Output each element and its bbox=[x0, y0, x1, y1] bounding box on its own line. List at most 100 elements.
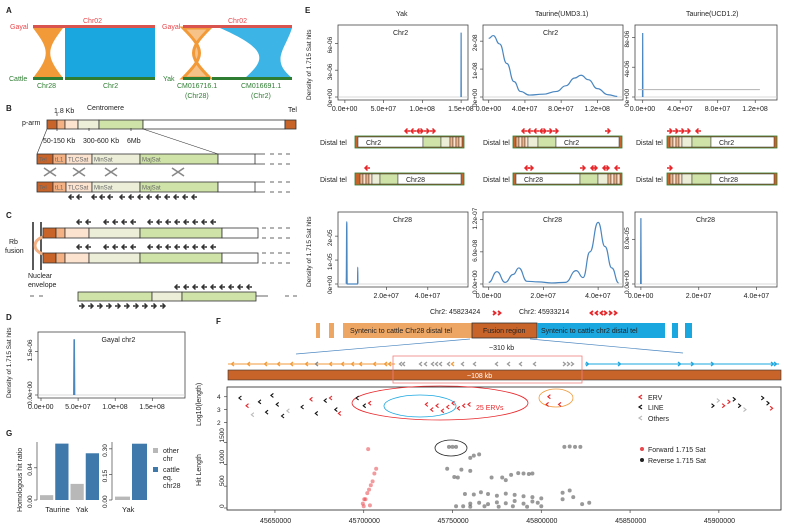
chevron-left-icon bbox=[429, 407, 434, 413]
reverse-sat-hit bbox=[535, 500, 540, 505]
legend: ERV LINE Others Forward 1.715 Sat Revers… bbox=[637, 394, 706, 465]
y-tick-label: 0.04 bbox=[27, 463, 34, 476]
arrow-left-icon bbox=[106, 193, 113, 201]
arrow-left-icon bbox=[118, 193, 125, 201]
chevron-left-icon bbox=[589, 310, 594, 316]
reverse-sat-hit bbox=[587, 500, 592, 505]
arrow-left-icon bbox=[694, 127, 701, 135]
legend: other chr cattle eq. chr28 bbox=[153, 448, 181, 490]
segment bbox=[55, 252, 66, 264]
arrow-left-icon bbox=[190, 193, 197, 201]
arrow-left-icon bbox=[145, 193, 152, 201]
chevron-right-icon bbox=[710, 361, 715, 367]
segment bbox=[77, 291, 153, 302]
segment bbox=[139, 227, 223, 239]
y-tick-label: 3e-06 bbox=[327, 63, 334, 80]
chevron-left-icon bbox=[461, 403, 466, 409]
reverse-sat-hit bbox=[580, 502, 585, 507]
x-tick-label: 2.0e+07 bbox=[686, 293, 712, 300]
chevron-right-icon bbox=[613, 310, 618, 316]
arrow-left-icon bbox=[67, 193, 74, 201]
distal-tel-label: Distal tel bbox=[320, 177, 347, 184]
size-label: 300-600 Kb bbox=[83, 138, 119, 145]
chevron-right-icon bbox=[760, 395, 765, 401]
chevron-left-icon bbox=[275, 401, 280, 407]
segment bbox=[88, 252, 141, 264]
y-tick-label: 0e+00 bbox=[327, 275, 334, 294]
reverse-sat-hit bbox=[461, 504, 466, 509]
segment bbox=[455, 136, 460, 148]
arrow-left-icon bbox=[236, 283, 243, 291]
segment bbox=[458, 136, 463, 148]
plot-frame bbox=[337, 24, 469, 101]
chevron-left-icon bbox=[246, 361, 251, 367]
fused-rows bbox=[30, 218, 297, 310]
distal-tel-label: Distal tel bbox=[483, 140, 510, 147]
y-tick-label: 4e-06 bbox=[624, 60, 631, 77]
arrow-left-icon bbox=[164, 243, 171, 251]
reverse-sat-hit bbox=[530, 499, 535, 504]
reverse-sat-hit bbox=[494, 493, 499, 498]
y-tick-label: 0.00 bbox=[27, 495, 34, 508]
arrow-left-icon bbox=[526, 127, 533, 135]
chevron-left-icon bbox=[557, 401, 562, 407]
arrow-right-icon bbox=[528, 164, 535, 172]
chevron-left-icon bbox=[494, 361, 499, 367]
reverse-sat-hit bbox=[526, 471, 531, 476]
reverse-sat-hit bbox=[478, 490, 483, 495]
arrow-right-icon bbox=[418, 127, 425, 135]
reverse-sat-hit bbox=[477, 500, 482, 505]
arrow-left-icon bbox=[173, 243, 180, 251]
x-tick-label: 0.0e+00 bbox=[476, 106, 502, 113]
segment bbox=[524, 136, 529, 148]
arrow-right-icon bbox=[79, 302, 86, 310]
block-label: Syntenic to cattle Chr28 distal tel bbox=[350, 328, 452, 335]
reverse-sat-hit bbox=[516, 471, 521, 476]
legend-label: eq. bbox=[163, 475, 173, 482]
arrow-left-icon bbox=[403, 127, 410, 135]
yak-chr2-bar bbox=[212, 77, 292, 80]
plot-frame bbox=[634, 24, 778, 101]
reverse-sat-hit bbox=[454, 444, 459, 449]
y-tick-label: 0 bbox=[219, 504, 226, 508]
chevron-left-icon bbox=[445, 404, 450, 410]
column-title: Taurine(UCD1.2) bbox=[686, 11, 739, 18]
chevron-left-icon bbox=[309, 396, 313, 402]
reverse-sat-hit bbox=[452, 475, 457, 480]
chevron-left-icon bbox=[314, 410, 319, 416]
chr-label: Chr2 bbox=[719, 140, 734, 147]
plot-frame bbox=[634, 211, 778, 288]
segment bbox=[449, 136, 454, 148]
arrow-right-icon bbox=[115, 302, 122, 310]
segment bbox=[452, 136, 457, 148]
plot-frame bbox=[482, 211, 624, 288]
x-tick-label: 8.0e+07 bbox=[548, 106, 574, 113]
y-tick-label: 1.2e-07 bbox=[472, 207, 479, 229]
chevron-left-icon bbox=[460, 361, 465, 367]
chr-label: Chr2 bbox=[366, 140, 381, 147]
chart-title: Chr28 bbox=[393, 217, 412, 224]
erv-cluster-ellipse bbox=[383, 394, 457, 418]
plot-frame bbox=[337, 211, 469, 288]
reverse-sat-hit bbox=[567, 444, 572, 449]
erv-ellipse bbox=[351, 385, 529, 421]
plot-frame bbox=[226, 386, 782, 511]
synteny-chr2 bbox=[65, 28, 155, 78]
arrow-right-icon bbox=[605, 127, 612, 135]
x-tick-label: 4.0e+07 bbox=[512, 106, 538, 113]
chevron-right-icon bbox=[737, 403, 742, 409]
plot-frame bbox=[482, 24, 624, 101]
arrow-left-icon bbox=[182, 218, 189, 226]
chart-E6: Chr28 0.0e+00 2.0e+07 4.0e+07 0.0e+00 8.0e-05 bbox=[624, 211, 778, 300]
reverse-sat-hit bbox=[450, 444, 455, 449]
segment bbox=[64, 227, 90, 239]
line-chevron-icon bbox=[637, 404, 643, 410]
chevron-right-icon bbox=[677, 361, 682, 367]
segment bbox=[359, 173, 364, 185]
segment bbox=[64, 252, 90, 264]
reverse-sat-hit bbox=[445, 466, 450, 471]
arrow-right-icon bbox=[97, 302, 104, 310]
chart-E3: 0.0e+00 4.0e+07 8.0e+07 1.2e+08 0e+00 4e-06 8e… bbox=[624, 24, 778, 113]
chevron-left-icon bbox=[362, 403, 367, 409]
